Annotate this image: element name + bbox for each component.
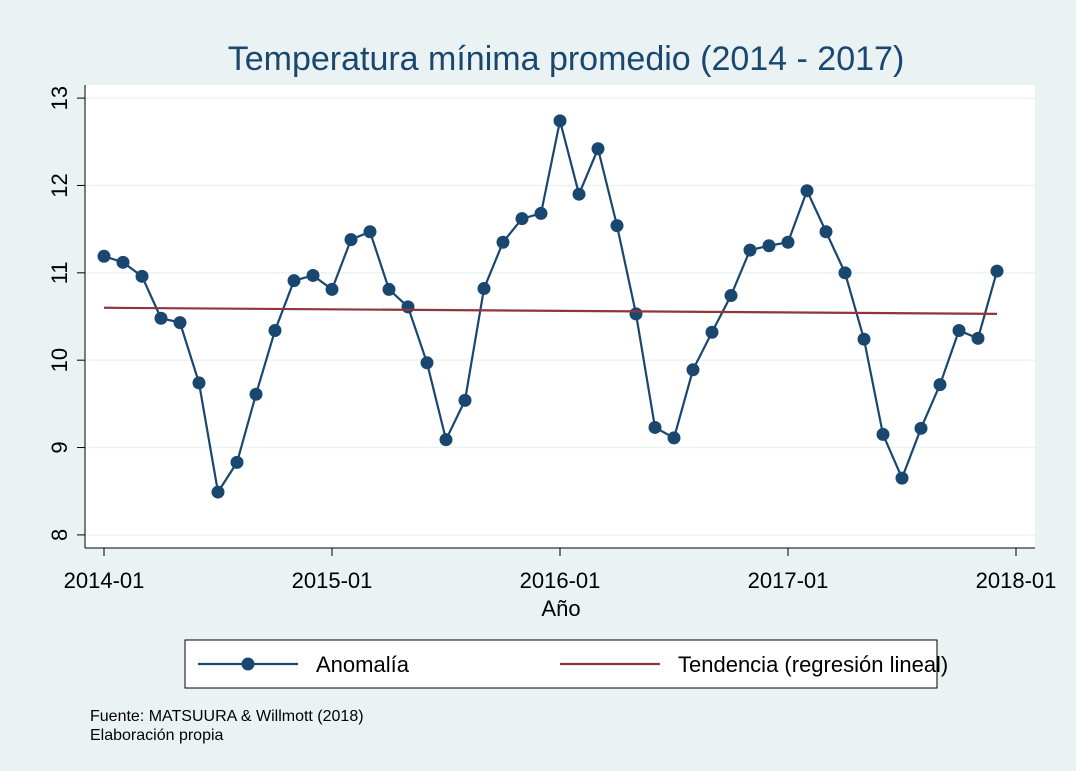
marker <box>743 243 757 257</box>
marker <box>667 431 681 445</box>
marker <box>268 323 282 337</box>
marker <box>477 282 491 296</box>
y-tick-label: 8 <box>47 529 72 541</box>
note: Fuente: MATSUURA & Willmott (2018) <box>90 708 364 725</box>
marker <box>363 225 377 239</box>
legend <box>184 639 938 689</box>
y-tick-label: 13 <box>47 86 72 110</box>
marker <box>971 331 985 345</box>
marker <box>838 266 852 280</box>
marker <box>135 269 149 283</box>
legend-label: Tendencia (regresión lineal) <box>678 652 948 677</box>
series-line <box>103 306 998 315</box>
series-line <box>103 120 999 496</box>
x-tick-label: 2016-01 <box>520 568 601 593</box>
x-tick-label: 2018-01 <box>976 568 1057 593</box>
y-tick-label: 10 <box>47 348 72 372</box>
marker <box>572 187 586 201</box>
marker <box>97 249 111 263</box>
marker <box>724 289 738 303</box>
marker <box>876 427 890 441</box>
marker <box>629 307 643 321</box>
marker <box>515 212 529 226</box>
marker <box>249 387 263 401</box>
chart-title: Temperatura mínima promedio (2014 - 2017… <box>228 40 905 78</box>
marker <box>553 114 567 128</box>
marker <box>686 363 700 377</box>
x-tick-label: 2015-01 <box>292 568 373 593</box>
marker <box>382 282 396 296</box>
marker <box>496 235 510 249</box>
marker <box>401 300 415 314</box>
marker <box>154 311 168 325</box>
marker <box>610 219 624 233</box>
marker <box>458 393 472 407</box>
marker <box>287 274 301 288</box>
marker <box>952 323 966 337</box>
marker <box>306 268 320 282</box>
marker <box>420 356 434 370</box>
plot-area <box>85 85 1035 548</box>
marker <box>762 239 776 253</box>
marker <box>344 233 358 247</box>
marker <box>192 376 206 390</box>
y-tick-label: 9 <box>47 441 72 453</box>
marker <box>857 332 871 346</box>
marker <box>895 471 909 485</box>
marker <box>173 316 187 330</box>
marker <box>534 206 548 220</box>
marker <box>781 235 795 249</box>
marker <box>933 378 947 392</box>
marker <box>819 225 833 239</box>
x-axis-label: Año <box>541 596 580 621</box>
marker <box>705 325 719 339</box>
marker <box>211 485 225 499</box>
marker <box>914 421 928 435</box>
note: Elaboración propia <box>90 727 224 744</box>
marker <box>648 420 662 434</box>
y-tick-label: 12 <box>47 173 72 197</box>
marker <box>990 264 1004 278</box>
marker <box>439 433 453 447</box>
marker <box>800 184 814 198</box>
marker <box>116 255 130 269</box>
marker <box>325 282 339 296</box>
marker <box>230 455 244 469</box>
legend-label: Anomalía <box>316 652 410 677</box>
marker <box>591 142 605 156</box>
y-tick-label: 11 <box>47 261 72 284</box>
x-tick-label: 2014-01 <box>64 568 145 593</box>
x-tick-label: 2017-01 <box>748 568 829 593</box>
legend-marker <box>241 657 255 671</box>
